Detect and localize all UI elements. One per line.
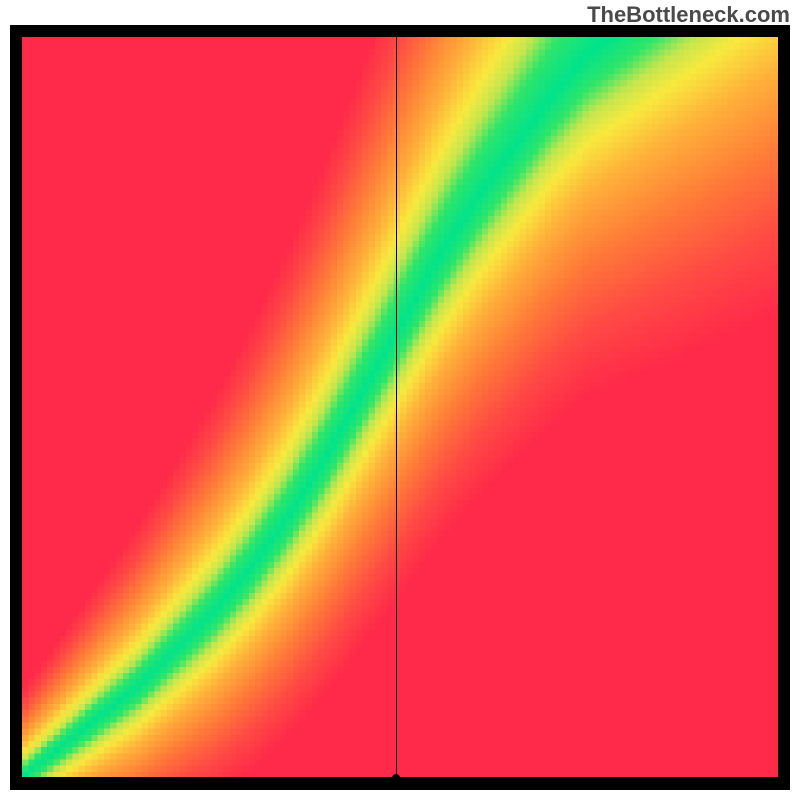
bottleneck-heatmap [22, 37, 778, 778]
crosshair-vertical [396, 37, 397, 778]
watermark-text: TheBottleneck.com [587, 2, 790, 28]
plot-area [22, 37, 778, 778]
plot-frame [10, 25, 790, 790]
marker-dot [392, 774, 400, 778]
